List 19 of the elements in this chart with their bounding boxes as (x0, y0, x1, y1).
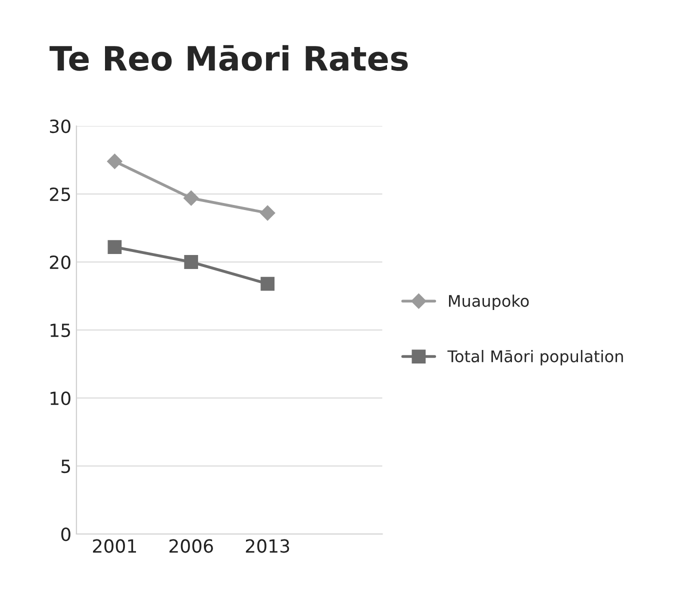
point (184, 255, 198, 269)
x-tick-label: 2006 (169, 539, 213, 553)
x-tick-label: 2001 (93, 539, 136, 553)
point (260, 205, 276, 221)
legend-label: Muaupoko (449, 294, 529, 310)
point (260, 276, 275, 291)
chart-title: Te Reo Māori Rates (50, 45, 408, 71)
y-tick-label: 5 (61, 460, 70, 474)
y-tick-label: 25 (50, 187, 70, 202)
legend-label: Total Māori population (447, 350, 623, 366)
point (107, 154, 122, 169)
y-tick-label: 0 (61, 527, 70, 542)
x-tick-label: 2013 (246, 539, 290, 553)
y-tick-label: 10 (50, 391, 70, 406)
y-tick-label: 30 (50, 119, 70, 134)
y-tick-label: 20 (50, 255, 70, 270)
point (108, 240, 122, 254)
y-tick-label: 15 (50, 324, 70, 338)
point (184, 190, 199, 206)
